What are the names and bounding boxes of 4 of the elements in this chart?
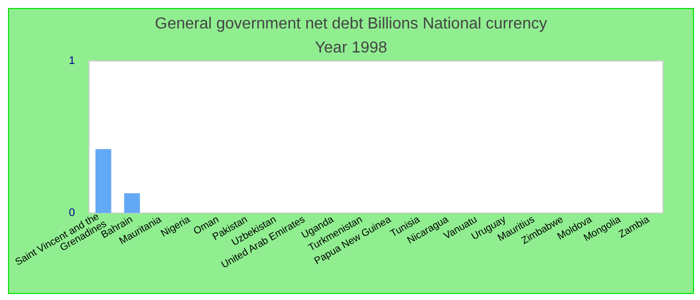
- chart-subtitle: Year 1998: [314, 40, 388, 56]
- chart-title: General government net debt Billions National currency: [154, 16, 548, 32]
- y-tick-label: 0: [68, 207, 75, 219]
- y-tick-label: 1: [68, 55, 75, 67]
